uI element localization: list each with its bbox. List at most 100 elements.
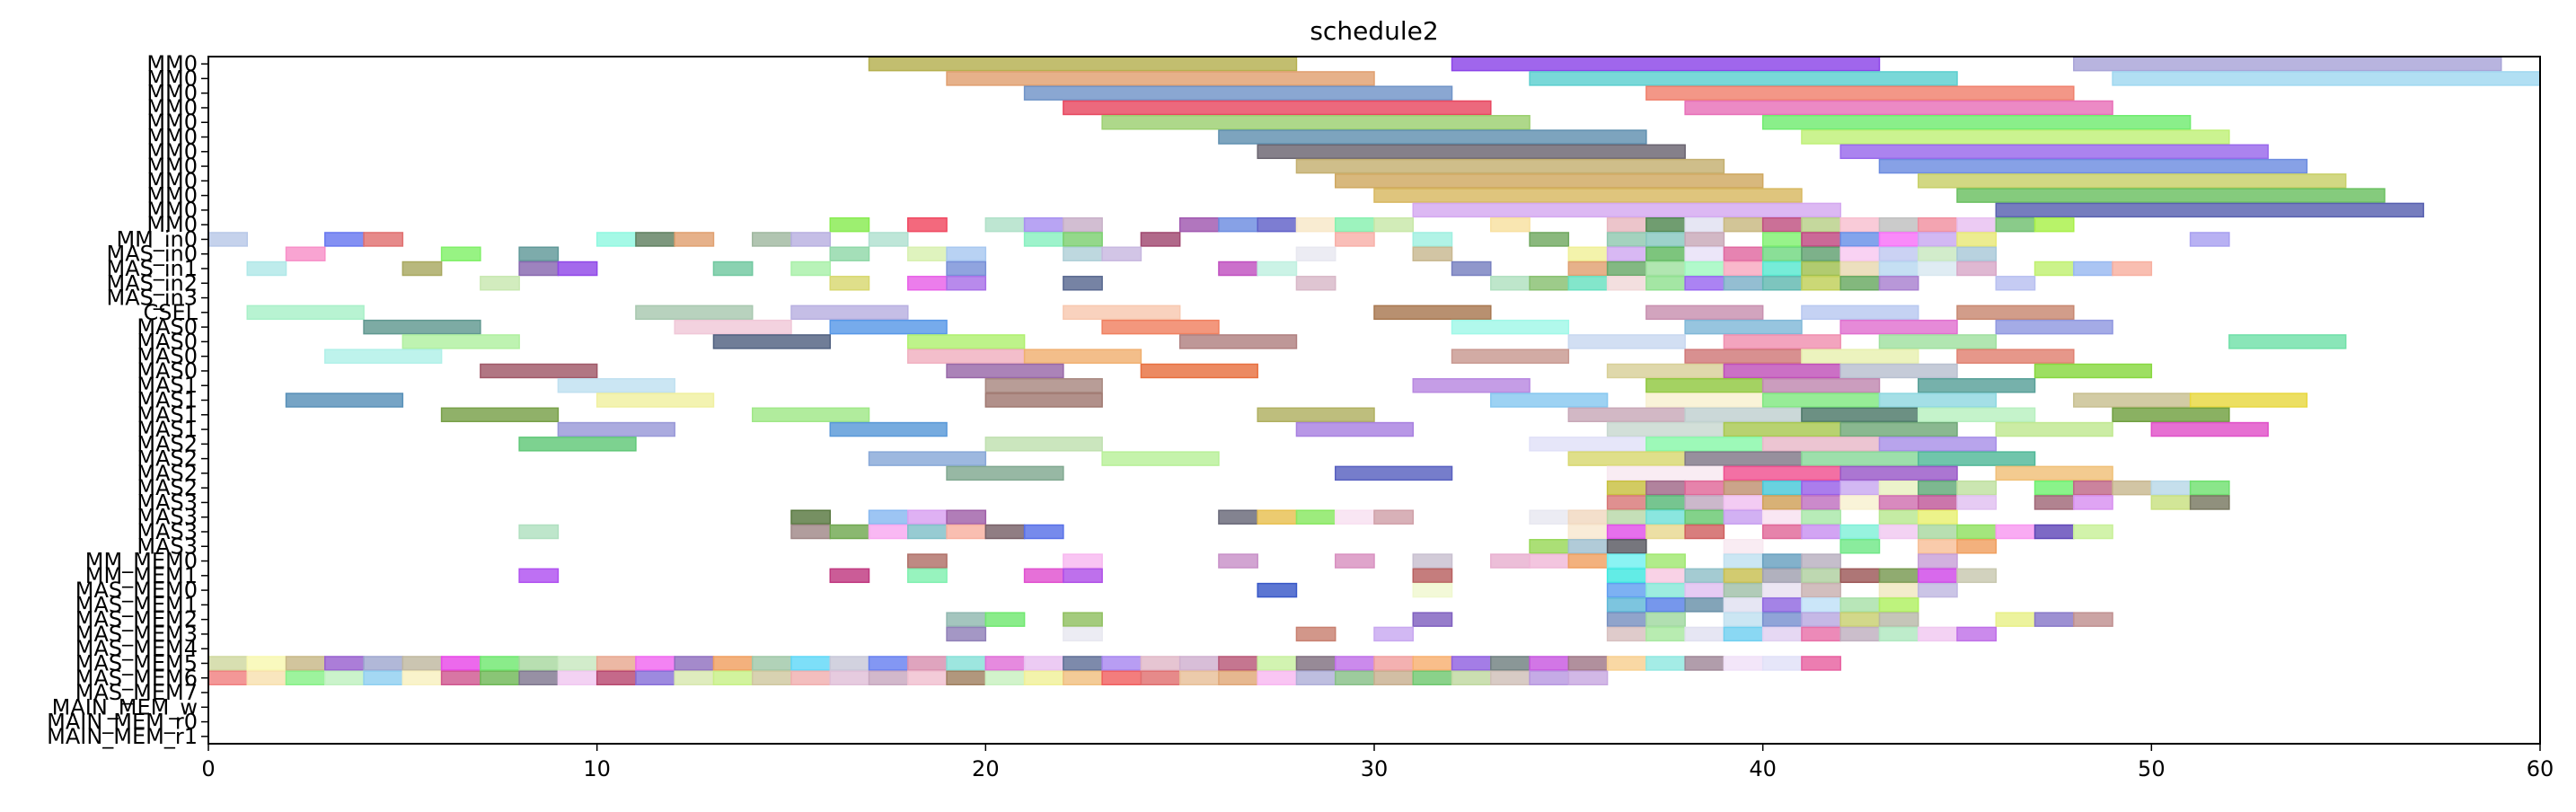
task-bar (1761, 509, 1803, 525)
task-bar (1063, 656, 1103, 671)
task-bar (1684, 568, 1725, 584)
task-bar (1878, 509, 1919, 525)
task-bar (1684, 451, 1803, 466)
task-bar (1917, 568, 1958, 584)
task-bar (285, 393, 404, 408)
task-bar (1956, 524, 1998, 540)
task-bar (1606, 509, 1647, 525)
task-bar (1723, 334, 1841, 349)
task-bar (1839, 480, 1881, 496)
task-bar (1606, 246, 1647, 261)
task-bar (1063, 553, 1103, 569)
task-bar (1839, 421, 1958, 437)
task-bar (1490, 216, 1531, 233)
task-bar (1839, 144, 2269, 160)
task-bar (518, 260, 560, 277)
task-bar (1567, 276, 1609, 291)
task-bar (246, 260, 287, 277)
task-bar (984, 377, 1103, 393)
y-tick-label: MAS_MEM1 (75, 592, 198, 617)
task-bar (1645, 495, 1686, 510)
task-bar (1684, 597, 1725, 613)
task-bar (2189, 232, 2230, 247)
task-bar (1645, 304, 1764, 321)
task-bar (1917, 539, 1958, 554)
task-bar (1684, 216, 1725, 233)
task-bar (1140, 656, 1181, 671)
task-bar (1295, 670, 1337, 685)
task-bar (1761, 524, 1803, 540)
y-tick-label: MAS0 (137, 358, 198, 384)
y-tick-label: MAS0 (137, 344, 198, 369)
task-bar (1529, 232, 1570, 247)
task-bar (1295, 509, 1337, 525)
task-bar (2033, 260, 2075, 277)
task-bar (1917, 509, 1958, 525)
y-tick-label: MAS0 (137, 329, 198, 354)
y-tick-label: MM_MEM1 (85, 563, 198, 588)
task-bar (1373, 656, 1415, 671)
task-bar (1606, 524, 1647, 540)
task-bar (1684, 319, 1803, 335)
y-tick-label: MAS_in2 (106, 270, 198, 296)
task-bar (1917, 232, 1958, 247)
task-bar (1878, 393, 1998, 408)
y-tick-label: MM0 (146, 198, 198, 223)
task-bar (1801, 276, 1841, 291)
y-tick-label: MM_MEM0 (85, 549, 198, 574)
y-tick-label: MAS_MEM5 (75, 650, 198, 675)
task-bar (1063, 612, 1103, 627)
task-bar (1684, 524, 1725, 540)
task-bar (1684, 246, 1725, 261)
task-bar (1801, 407, 1919, 423)
task-bar (674, 232, 715, 247)
task-bar (751, 670, 792, 685)
task-bar (1956, 232, 1998, 247)
task-bar (907, 656, 948, 671)
task-bar (1878, 480, 1919, 496)
task-bar (1063, 670, 1103, 685)
task-bar (1956, 216, 1998, 233)
task-bar (1878, 158, 2308, 174)
task-bar (1451, 260, 1492, 277)
task-bar (1334, 216, 1375, 233)
task-bar (674, 656, 715, 671)
task-bar (1839, 232, 1881, 247)
task-bar (1956, 480, 1998, 496)
task-bar (1761, 377, 1881, 393)
task-bar (1645, 597, 1686, 613)
task-bar (712, 334, 832, 349)
task-bar (1684, 495, 1725, 510)
task-bar (285, 246, 326, 261)
chart-title: schedule2 (1310, 16, 1438, 46)
task-bar (1839, 597, 1881, 613)
task-bar (1412, 582, 1453, 598)
task-bar (1140, 232, 1181, 247)
task-bar (1878, 232, 1919, 247)
y-tick-label: MM0 (146, 212, 198, 237)
task-bar (984, 656, 1026, 671)
task-bar (1451, 319, 1570, 335)
task-bar (1801, 451, 1919, 466)
task-bar (1801, 568, 1841, 584)
task-bar (1334, 173, 1764, 189)
task-bar (480, 363, 598, 379)
task-bar (984, 524, 1026, 540)
task-bar (1723, 480, 1764, 496)
task-bar (480, 276, 520, 291)
task-bar (1567, 670, 1609, 685)
task-bar (946, 612, 987, 627)
task-bar (1023, 656, 1064, 671)
task-bar (1645, 626, 1686, 642)
task-bar (1567, 553, 1609, 569)
task-bar (635, 656, 675, 671)
task-bar (1839, 260, 1881, 277)
task-bar (1645, 276, 1686, 291)
task-bar (1606, 421, 1725, 437)
task-bar (1334, 509, 1375, 525)
task-bar (1684, 100, 2113, 116)
task-bar (1801, 656, 1841, 671)
task-bar (1761, 597, 1803, 613)
task-bar (1101, 451, 1220, 466)
task-bar (1723, 260, 1764, 277)
